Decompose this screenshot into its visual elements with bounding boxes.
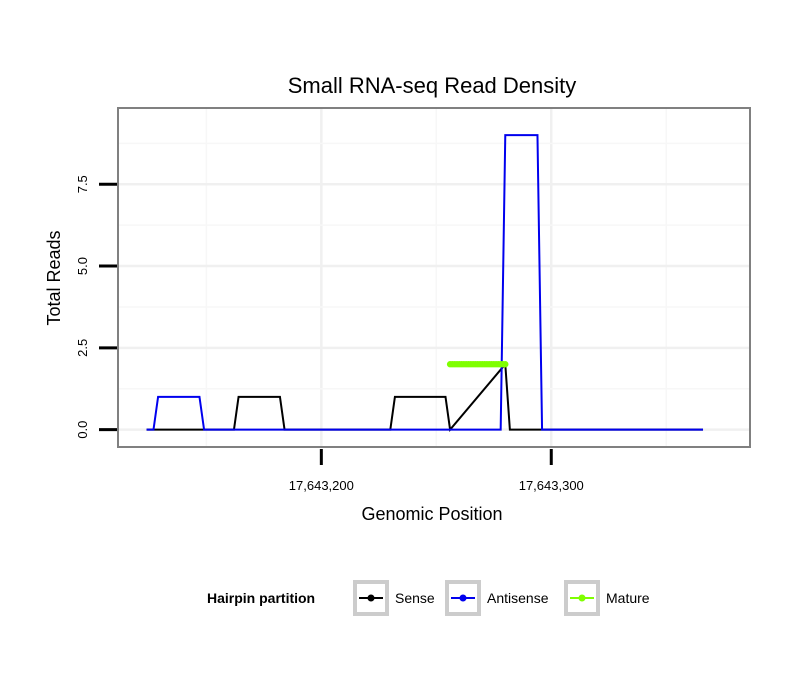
y-tick-label: 0.0 xyxy=(75,421,90,439)
y-tick-label: 7.5 xyxy=(75,175,90,193)
series-line-sense xyxy=(146,361,704,432)
legend: Hairpin partition Sense Antisense Mature xyxy=(207,580,650,616)
y-axis-title: Total Reads xyxy=(44,230,64,325)
legend-item-sense: Sense xyxy=(353,580,435,616)
legend-key-point xyxy=(367,594,375,602)
series-lines xyxy=(146,134,704,432)
legend-label-antisense: Antisense xyxy=(487,590,549,606)
axes: 17,643,200 17,643,300 0.0 2.5 5.0 7.5 xyxy=(75,175,584,493)
series-line-antisense xyxy=(146,134,704,431)
y-tick-label: 5.0 xyxy=(75,257,90,275)
legend-key-point xyxy=(578,594,586,602)
legend-label-sense: Sense xyxy=(395,590,435,606)
y-tick-label: 2.5 xyxy=(75,339,90,357)
legend-item-mature: Mature xyxy=(564,580,650,616)
legend-key-point xyxy=(459,594,467,602)
legend-title: Hairpin partition xyxy=(207,590,315,606)
series-point-mature xyxy=(502,361,509,368)
plot-panel-border xyxy=(117,107,751,448)
grid-lines xyxy=(119,109,749,446)
chart-title: Small RNA-seq Read Density xyxy=(288,73,577,98)
x-axis-title: Genomic Position xyxy=(361,504,502,524)
x-tick-label: 17,643,300 xyxy=(519,478,584,493)
legend-label-mature: Mature xyxy=(606,590,650,606)
legend-entries: Sense Antisense Mature xyxy=(353,580,650,616)
x-tick-label: 17,643,200 xyxy=(289,478,354,493)
legend-item-antisense: Antisense xyxy=(445,580,549,616)
